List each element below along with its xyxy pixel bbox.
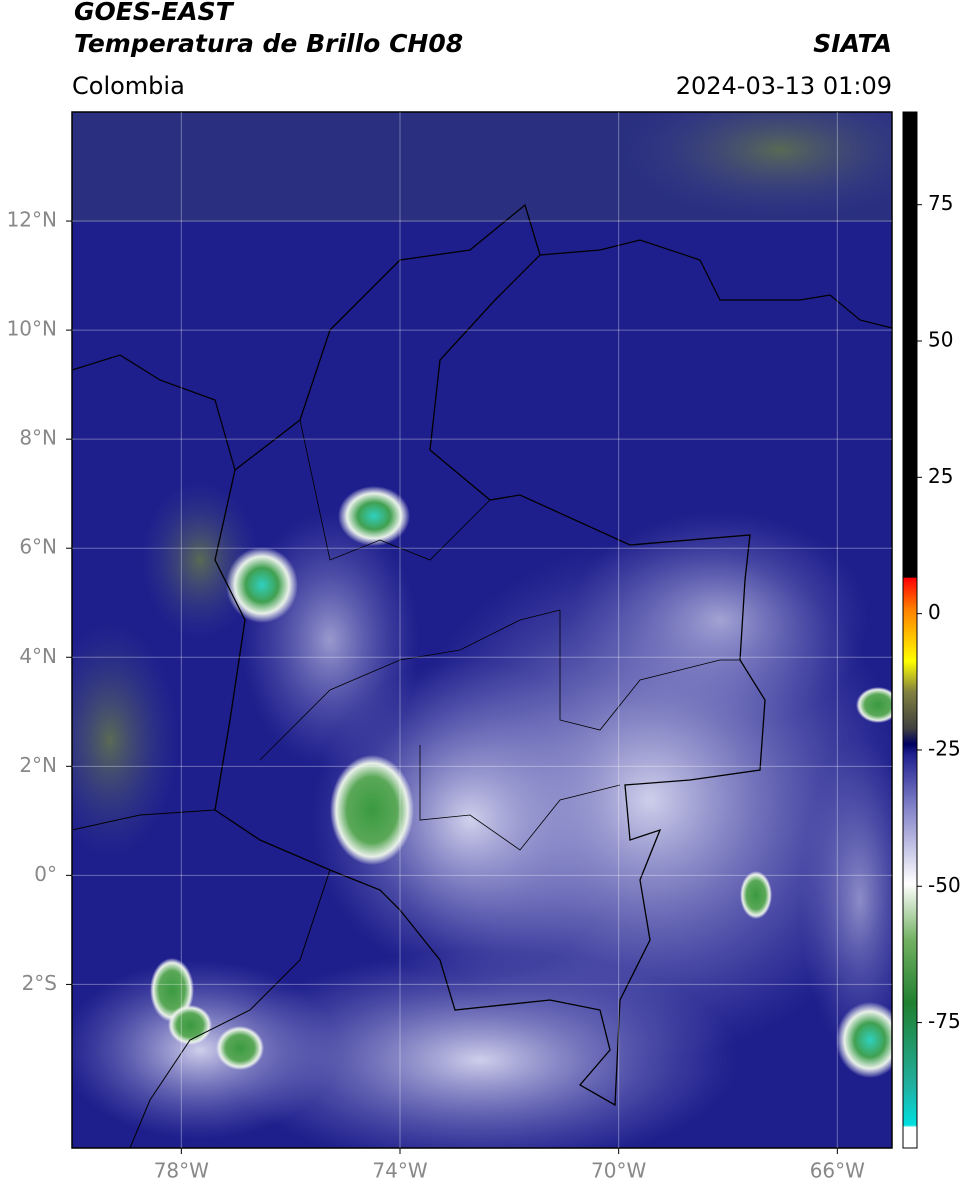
source: SIATA	[813, 29, 892, 58]
colorbar-tick-label: 75	[928, 191, 953, 215]
colorbar-tick-label: 0	[928, 600, 941, 624]
colorbar-tick-label: 25	[928, 464, 953, 488]
y-tick-label: 2°S	[22, 971, 57, 995]
colorbar-tick-label: -50	[928, 873, 961, 897]
x-tick-label: 78°W	[154, 1159, 209, 1183]
y-tick-label: 8°N	[19, 426, 57, 450]
title: GOES-EAST	[74, 0, 235, 26]
colorbar-tick-label: -75	[928, 1009, 961, 1033]
y-tick-label: 10°N	[7, 317, 57, 341]
x-tick-label: 70°W	[591, 1159, 646, 1183]
graticule	[72, 112, 892, 1148]
y-tick-label: 0°	[34, 862, 57, 886]
x-tick-label: 66°W	[810, 1159, 865, 1183]
y-tick-label: 6°N	[19, 535, 57, 559]
timestamp: 2024-03-13 01:09	[676, 72, 892, 100]
y-tick-label: 2°N	[19, 753, 57, 777]
colorbar-tick-label: -25	[928, 736, 961, 760]
region: Colombia	[72, 72, 185, 100]
y-tick-label: 12°N	[7, 208, 57, 232]
satellite-image	[72, 112, 892, 1148]
y-tick-label: 4°N	[19, 644, 57, 668]
x-tick-label: 74°W	[372, 1159, 427, 1183]
colorbar-tick-label: 50	[928, 328, 953, 352]
colorbar	[902, 111, 918, 1149]
map-frame	[71, 111, 893, 1149]
subtitle: Temperatura de Brillo CH08	[74, 29, 463, 58]
